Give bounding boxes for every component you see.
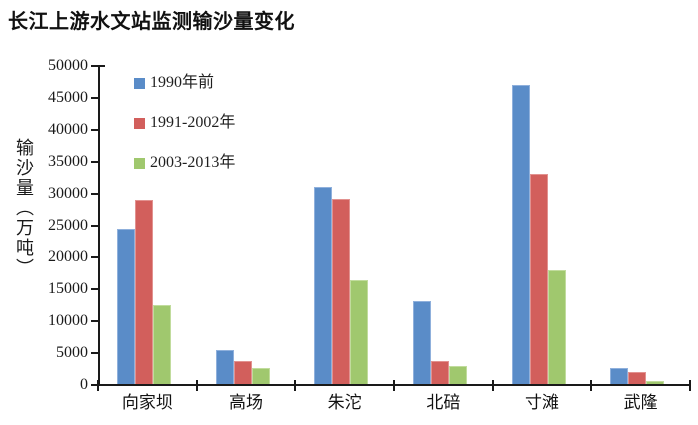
bar-1991-2002年-向家坝 xyxy=(135,200,153,385)
y-tick-mark xyxy=(91,384,98,386)
x-category-label: 寸滩 xyxy=(524,393,559,412)
legend-item: 1990年前 xyxy=(134,74,214,92)
x-tick-mark xyxy=(195,380,198,391)
y-tick-mark xyxy=(91,96,98,99)
x-category-label: 高场 xyxy=(228,393,263,412)
y-tick-label: 10000 xyxy=(48,312,88,330)
y-tick-label: 45000 xyxy=(48,88,88,106)
y-tick-label: 40000 xyxy=(48,120,88,138)
x-tick-mark xyxy=(294,380,297,391)
bar-2003-2013年-武隆 xyxy=(646,381,665,385)
x-tick-mark xyxy=(393,380,395,391)
legend-label: 2003-2013年 xyxy=(150,154,236,171)
x-category-label: 朱沱 xyxy=(327,393,362,412)
y-tick-mark xyxy=(91,65,98,67)
bar-1990年前-朱沱 xyxy=(314,187,333,385)
y-tick-mark xyxy=(91,256,98,259)
y-tick-label: 50000 xyxy=(48,57,88,74)
bar-1991-2002年-寸滩 xyxy=(529,174,548,385)
chart-title: 长江上游水文站监测输沙量变化 xyxy=(8,11,295,33)
y-tick-mark xyxy=(91,160,98,163)
y-tick-label: 0 xyxy=(80,376,88,393)
y-tick-mark xyxy=(91,352,98,355)
legend-label: 1990年前 xyxy=(150,74,215,91)
bar-1990年前-向家坝 xyxy=(117,229,135,385)
legend-item: 2003-2013年 xyxy=(134,154,235,172)
legend-item: 1991-2002年 xyxy=(134,114,235,132)
y-axis-top-hook xyxy=(100,65,105,67)
y-tick-mark xyxy=(91,128,98,131)
bar-2003-2013年-朱沱 xyxy=(350,280,369,385)
x-category-label: 武隆 xyxy=(623,393,658,412)
x-tick-mark xyxy=(491,380,494,391)
y-axis-title: 输沙量（万吨） xyxy=(14,138,34,278)
bar-1991-2002年-武隆 xyxy=(628,372,647,385)
y-tick-mark xyxy=(91,320,98,323)
y-tick-label: 15000 xyxy=(48,280,88,298)
y-tick-label: 5000 xyxy=(56,344,88,362)
bar-2003-2013年-北碚 xyxy=(449,366,467,385)
y-tick-mark xyxy=(91,224,98,227)
legend-swatch-icon xyxy=(134,77,145,89)
legend-label: 1991-2002年 xyxy=(150,114,236,131)
bar-2003-2013年-向家坝 xyxy=(153,305,171,385)
x-tick-mark xyxy=(97,380,99,391)
bar-1990年前-寸滩 xyxy=(511,85,530,385)
y-tick-label: 20000 xyxy=(48,248,88,266)
bar-2003-2013年-寸滩 xyxy=(547,270,566,385)
y-tick-label: 25000 xyxy=(48,216,88,234)
bar-1991-2002年-高场 xyxy=(233,361,252,385)
x-category-label: 向家坝 xyxy=(121,393,173,412)
bar-2003-2013年-高场 xyxy=(251,368,270,385)
bar-1991-2002年-朱沱 xyxy=(332,199,351,385)
x-tick-mark xyxy=(590,380,593,391)
bar-1990年前-北碚 xyxy=(413,301,431,385)
bar-1991-2002年-北碚 xyxy=(431,361,449,385)
y-tick-label: 35000 xyxy=(48,152,88,170)
y-tick-label: 30000 xyxy=(48,184,88,202)
bar-1990年前-高场 xyxy=(215,350,234,385)
bar-1990年前-武隆 xyxy=(610,368,629,385)
legend-swatch-icon xyxy=(134,157,145,169)
x-category-label: 北碚 xyxy=(426,393,461,412)
y-axis-line xyxy=(98,65,100,386)
y-tick-mark xyxy=(91,192,98,195)
legend-swatch-icon xyxy=(134,117,145,129)
y-tick-mark xyxy=(91,288,98,291)
x-tick-mark xyxy=(689,380,691,391)
